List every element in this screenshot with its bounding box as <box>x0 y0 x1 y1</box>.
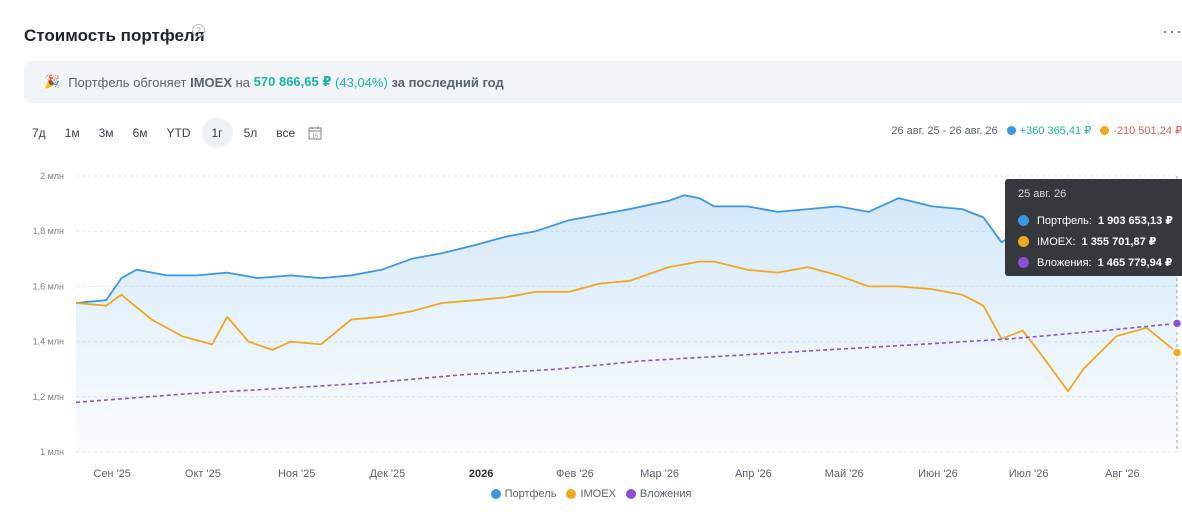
y-tick-label: 1,6 млн <box>33 281 64 291</box>
tooltip-dot-imoex <box>1018 236 1029 247</box>
legend-label-investments: Вложения <box>639 488 692 500</box>
legend-label-imoex: IMOEX <box>580 488 616 500</box>
range-summary: 26 авг. 25 - 26 авг. 26 +360 365,41 ₽ -2… <box>891 124 1182 138</box>
tooltip-label-imoex: IMOEX: <box>1037 235 1076 248</box>
portfolio-line <box>75 194 1178 304</box>
svg-text:15: 15 <box>312 134 318 140</box>
x-tick-label: Июл '26 <box>1009 468 1049 480</box>
tooltip-value-investments: 1 465 779,94 ₽ <box>1097 257 1173 269</box>
x-tick-label: 2026 <box>469 468 493 480</box>
x-tick-label: Ноя '25 <box>278 468 315 480</box>
more-options-icon[interactable]: ··· <box>1162 21 1182 41</box>
portfolio-area <box>76 195 1177 453</box>
x-tick-label: Окт '25 <box>185 468 221 480</box>
y-tick-label: 1,4 млн <box>33 337 64 347</box>
banner-text-after: за последний год <box>391 74 504 90</box>
banner-index: IMOEX <box>190 74 232 90</box>
y-tick-label: 1,8 млн <box>33 226 64 236</box>
y-tick-label: 1,2 млн <box>33 392 64 402</box>
period-selector: 7д 1м 3м 6м YTD 1г 5л все 15 <box>24 118 322 148</box>
investments-hover-point <box>1171 318 1182 329</box>
legend-dot-imoex <box>566 489 577 499</box>
imoex-delta: -210 501,24 ₽ <box>1113 125 1182 137</box>
x-tick-label: Май '26 <box>825 468 864 480</box>
period-5y[interactable]: 5л <box>243 126 258 140</box>
tooltip-dot-portfolio <box>1018 215 1029 226</box>
legend-item-investments[interactable]: Вложения <box>625 488 692 500</box>
period-all[interactable]: все <box>276 126 296 140</box>
legend-dot-portfolio <box>490 489 501 499</box>
imoex-hover-point <box>1171 347 1182 358</box>
x-tick-label: Фев '26 <box>556 468 594 480</box>
tooltip-row-investments: Вложения: 1 465 779,94 ₽ <box>1018 252 1182 273</box>
tooltip-value-imoex: 1 355 701,87 ₽ <box>1081 236 1157 248</box>
tooltip-row-portfolio: Портфель: 1 903 653,13 ₽ <box>1018 210 1182 231</box>
banner-text-before: Портфель обгоняет <box>68 74 187 90</box>
portfolio-chart[interactable]: 1 млн 1,2 млн 1,4 млн 1,6 млн 1,8 млн 2 млн Се… <box>0 160 1182 485</box>
y-tick-label: 2 млн <box>40 171 64 181</box>
portfolio-delta: +360 365,41 ₽ <box>1019 125 1092 137</box>
tooltip-label-investments: Вложения: <box>1037 256 1092 269</box>
portfolio-dot <box>1006 126 1016 135</box>
tooltip-dot-investments <box>1018 257 1029 268</box>
calendar-icon[interactable]: 15 <box>308 126 322 140</box>
tooltip-row-imoex: IMOEX: 1 355 701,87 ₽ <box>1018 231 1182 252</box>
period-6m[interactable]: 6м <box>132 126 148 140</box>
period-7d[interactable]: 7д <box>32 126 46 140</box>
legend-dot-investments <box>625 489 636 499</box>
imoex-line <box>75 260 1178 393</box>
tooltip-value-portfolio: 1 903 653,13 ₽ <box>1097 215 1173 227</box>
banner-text-on: на <box>235 74 251 90</box>
x-tick-label: Дек '25 <box>370 468 406 480</box>
help-icon[interactable]: ? <box>192 24 205 37</box>
x-tick-label: Мар '26 <box>640 468 679 480</box>
period-3m[interactable]: 3м <box>98 126 114 140</box>
page-title: Стоимость портфеля <box>24 26 205 45</box>
range-label: 26 авг. 25 - 26 авг. 26 <box>891 124 998 137</box>
period-1y[interactable]: 1г <box>201 118 233 148</box>
investments-line <box>75 322 1178 404</box>
x-tick-label: Апр '26 <box>735 468 772 480</box>
period-1m[interactable]: 1м <box>64 126 80 140</box>
chart-legend: Портфель IMOEX Вложения <box>0 488 1182 500</box>
banner-percent: 43,04% <box>339 74 384 90</box>
chart-tooltip: 25 авг. 26 Портфель: 1 903 653,13 ₽ IMOE… <box>1005 179 1182 276</box>
period-ytd[interactable]: YTD <box>166 126 191 140</box>
x-tick-label: Июн '26 <box>918 468 958 480</box>
party-popper-icon: 🎉 <box>44 74 61 89</box>
performance-banner: 🎉 Портфель обгоняет IMOEX на 570 866,65 … <box>24 61 1182 103</box>
tooltip-label-portfolio: Портфель: <box>1037 214 1092 227</box>
banner-amount: 570 866,65 ₽ <box>253 74 332 89</box>
tooltip-date: 25 авг. 26 <box>1018 188 1067 200</box>
x-tick-label: Сен '25 <box>93 468 131 480</box>
legend-item-portfolio[interactable]: Портфель <box>490 488 557 500</box>
legend-item-imoex[interactable]: IMOEX <box>566 488 616 500</box>
y-tick-label: 1 млн <box>40 447 64 457</box>
imoex-dot <box>1100 126 1110 135</box>
x-tick-label: Авг '26 <box>1105 468 1140 480</box>
legend-label-portfolio: Портфель <box>504 488 557 500</box>
